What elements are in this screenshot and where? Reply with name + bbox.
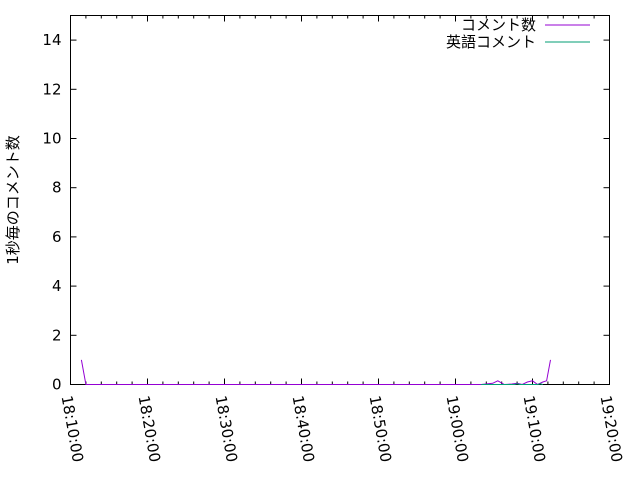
x-tick-label: 18:10:00	[58, 394, 87, 463]
y-tick-label: 8	[52, 179, 62, 197]
y-axis-label: 1秒毎のコメント数	[4, 135, 22, 265]
series-line-0	[80, 359, 551, 386]
x-tick-label: 18:50:00	[366, 394, 395, 463]
y-tick-label: 12	[42, 80, 61, 98]
y-tick-label: 14	[42, 31, 61, 49]
y-tick-label: 10	[42, 130, 61, 148]
x-tick-label: 19:20:00	[597, 394, 626, 463]
y-tick-label: 6	[52, 228, 62, 246]
x-tick-label: 19:00:00	[443, 394, 472, 463]
y-tick-label: 2	[52, 326, 62, 344]
y-tick-label: 0	[52, 376, 62, 394]
x-tick-label: 18:40:00	[289, 394, 318, 463]
legend-label: 英語コメント	[446, 33, 536, 51]
x-tick-label: 18:20:00	[135, 394, 164, 463]
x-tick-label: 18:30:00	[212, 394, 241, 463]
legend-label: コメント数	[461, 16, 536, 34]
x-tick-label: 19:10:00	[520, 394, 549, 463]
series-line-1	[481, 383, 543, 385]
y-tick-label: 4	[52, 277, 62, 295]
plot-border	[70, 15, 610, 385]
